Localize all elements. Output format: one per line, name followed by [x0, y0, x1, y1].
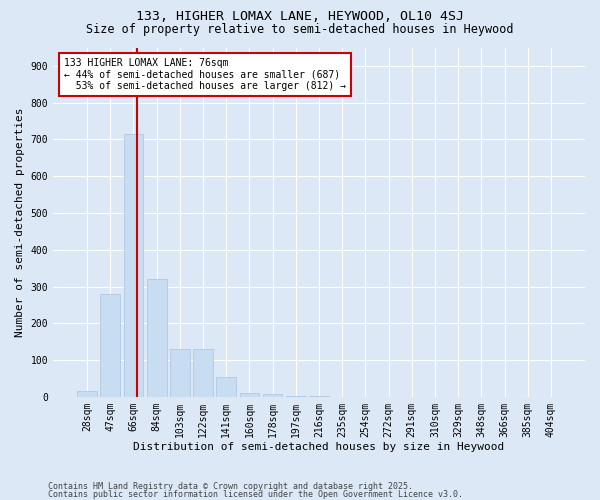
Bar	[147, 279, 167, 397]
X-axis label: Distribution of semi-detached houses by size in Heywood: Distribution of semi-detached houses by …	[133, 442, 505, 452]
Bar	[239, 393, 259, 397]
Text: 133 HIGHER LOMAX LANE: 76sqm
← 44% of semi-detached houses are smaller (687)
  5: 133 HIGHER LOMAX LANE: 76sqm ← 44% of se…	[64, 58, 346, 91]
Text: Size of property relative to semi-detached houses in Heywood: Size of property relative to semi-detach…	[86, 22, 514, 36]
Bar	[217, 376, 236, 397]
Bar	[100, 294, 120, 397]
Bar	[170, 349, 190, 397]
Bar	[263, 394, 283, 397]
Y-axis label: Number of semi-detached properties: Number of semi-detached properties	[15, 108, 25, 337]
Bar	[77, 392, 97, 397]
Bar	[286, 396, 305, 397]
Text: 133, HIGHER LOMAX LANE, HEYWOOD, OL10 4SJ: 133, HIGHER LOMAX LANE, HEYWOOD, OL10 4S…	[136, 10, 464, 23]
Text: Contains HM Land Registry data © Crown copyright and database right 2025.: Contains HM Land Registry data © Crown c…	[48, 482, 413, 491]
Text: Contains public sector information licensed under the Open Government Licence v3: Contains public sector information licen…	[48, 490, 463, 499]
Bar	[124, 134, 143, 397]
Bar	[193, 349, 213, 397]
